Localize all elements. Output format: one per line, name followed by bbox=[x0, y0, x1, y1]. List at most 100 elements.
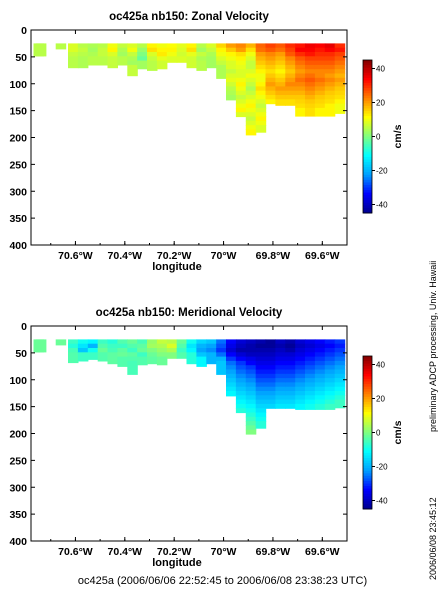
velocity-cell bbox=[324, 60, 336, 66]
velocity-cell bbox=[226, 369, 237, 375]
velocity-cell bbox=[107, 348, 118, 353]
velocity-cell bbox=[255, 56, 267, 62]
velocity-cell bbox=[235, 86, 247, 92]
velocity-cell bbox=[245, 412, 257, 418]
velocity-cell bbox=[87, 343, 99, 349]
colorbar-swatch bbox=[363, 70, 372, 74]
colorbar-swatch bbox=[363, 465, 372, 469]
velocity-cell bbox=[275, 56, 286, 62]
y-tick-label: 250 bbox=[9, 455, 27, 467]
velocity-cell bbox=[156, 352, 168, 358]
colorbar-swatch bbox=[363, 488, 372, 492]
velocity-cell bbox=[245, 429, 257, 435]
velocity-cell bbox=[255, 412, 267, 418]
velocity-cell bbox=[324, 373, 336, 379]
velocity-cell bbox=[147, 52, 158, 57]
velocity-cell bbox=[314, 47, 326, 53]
velocity-cell bbox=[255, 356, 267, 362]
velocity-cell bbox=[77, 52, 89, 57]
velocity-cell bbox=[275, 95, 286, 100]
velocity-cell bbox=[334, 77, 346, 83]
colorbar-swatch bbox=[363, 108, 372, 112]
velocity-cell bbox=[255, 86, 267, 92]
velocity-cell bbox=[255, 90, 267, 96]
colorbar-swatch bbox=[363, 501, 372, 505]
colorbar-swatch bbox=[363, 172, 372, 176]
velocity-cell bbox=[87, 56, 99, 66]
velocity-cell bbox=[156, 348, 168, 353]
velocity-cell bbox=[127, 339, 138, 345]
colorbar-swatch bbox=[363, 156, 372, 160]
colorbar-swatch bbox=[363, 154, 372, 158]
velocity-cell bbox=[245, 343, 257, 349]
velocity-cell bbox=[68, 343, 79, 349]
velocity-cell bbox=[235, 112, 247, 118]
velocity-cell bbox=[275, 373, 286, 379]
velocity-cell bbox=[137, 348, 148, 353]
velocity-cell bbox=[295, 395, 306, 401]
velocity-cell bbox=[235, 356, 247, 362]
velocity-cell bbox=[314, 378, 326, 383]
colorbar-swatch bbox=[363, 493, 372, 497]
velocity-cell bbox=[255, 107, 267, 113]
velocity-cell bbox=[305, 386, 316, 392]
colorbar: 40 20 0 -20 -40 cm/s bbox=[362, 59, 404, 214]
velocity-cell bbox=[255, 408, 267, 414]
velocity-cell bbox=[295, 77, 306, 83]
velocity-cell bbox=[216, 348, 227, 353]
velocity-cell bbox=[334, 352, 346, 358]
colorbar-swatch bbox=[363, 368, 372, 372]
velocity-cell bbox=[127, 360, 138, 375]
velocity-cell bbox=[137, 60, 148, 70]
colorbar-swatch bbox=[363, 169, 372, 173]
colorbar-swatch bbox=[363, 146, 372, 150]
velocity-cell bbox=[216, 64, 227, 79]
velocity-cell bbox=[285, 95, 296, 100]
velocity-cell bbox=[334, 52, 346, 57]
velocity-cell bbox=[245, 348, 257, 353]
velocity-cell bbox=[334, 348, 346, 353]
velocity-cell bbox=[275, 399, 286, 405]
velocity-cell bbox=[186, 56, 197, 69]
velocity-cell bbox=[314, 382, 326, 388]
velocity-cell bbox=[265, 403, 276, 409]
colorbar-swatch bbox=[363, 366, 372, 370]
velocity-cell bbox=[68, 56, 79, 69]
velocity-cell bbox=[176, 56, 188, 63]
velocity-cell bbox=[314, 99, 326, 105]
velocity-cell bbox=[334, 43, 346, 49]
velocity-cell bbox=[314, 391, 326, 396]
velocity-cell bbox=[117, 47, 128, 53]
velocity-cell bbox=[275, 60, 286, 66]
velocity-cell bbox=[275, 343, 286, 349]
colorbar-swatch bbox=[363, 103, 372, 107]
velocity-cell bbox=[245, 360, 257, 366]
velocity-cell bbox=[285, 90, 296, 96]
velocity-cell bbox=[117, 43, 128, 49]
velocity-cell bbox=[324, 95, 336, 100]
velocity-cell bbox=[77, 352, 89, 362]
velocity-cell bbox=[334, 82, 346, 87]
colorbar-swatch bbox=[363, 80, 372, 84]
colorbar-swatch bbox=[363, 417, 372, 421]
velocity-cell bbox=[235, 339, 247, 345]
velocity-cell bbox=[314, 52, 326, 57]
colorbar-swatch bbox=[363, 195, 372, 199]
velocity-cell bbox=[255, 82, 267, 87]
velocity-cell bbox=[255, 391, 267, 396]
velocity-cell bbox=[226, 73, 237, 79]
velocity-cell bbox=[235, 378, 247, 383]
colorbar-swatch bbox=[363, 450, 372, 454]
velocity-cell bbox=[334, 64, 346, 70]
generation-timestamp: 2006/06/08 23:45:12 bbox=[428, 497, 438, 580]
velocity-cell bbox=[314, 399, 326, 405]
velocity-cell bbox=[295, 339, 306, 345]
colorbar-swatch bbox=[363, 62, 372, 66]
velocity-cell bbox=[265, 43, 276, 49]
velocity-cell bbox=[314, 356, 326, 362]
colorbar-swatch bbox=[363, 442, 372, 446]
velocity-cell bbox=[245, 369, 257, 375]
velocity-cell bbox=[255, 399, 267, 405]
velocity-cell bbox=[127, 352, 138, 358]
velocity-cell bbox=[255, 382, 267, 388]
